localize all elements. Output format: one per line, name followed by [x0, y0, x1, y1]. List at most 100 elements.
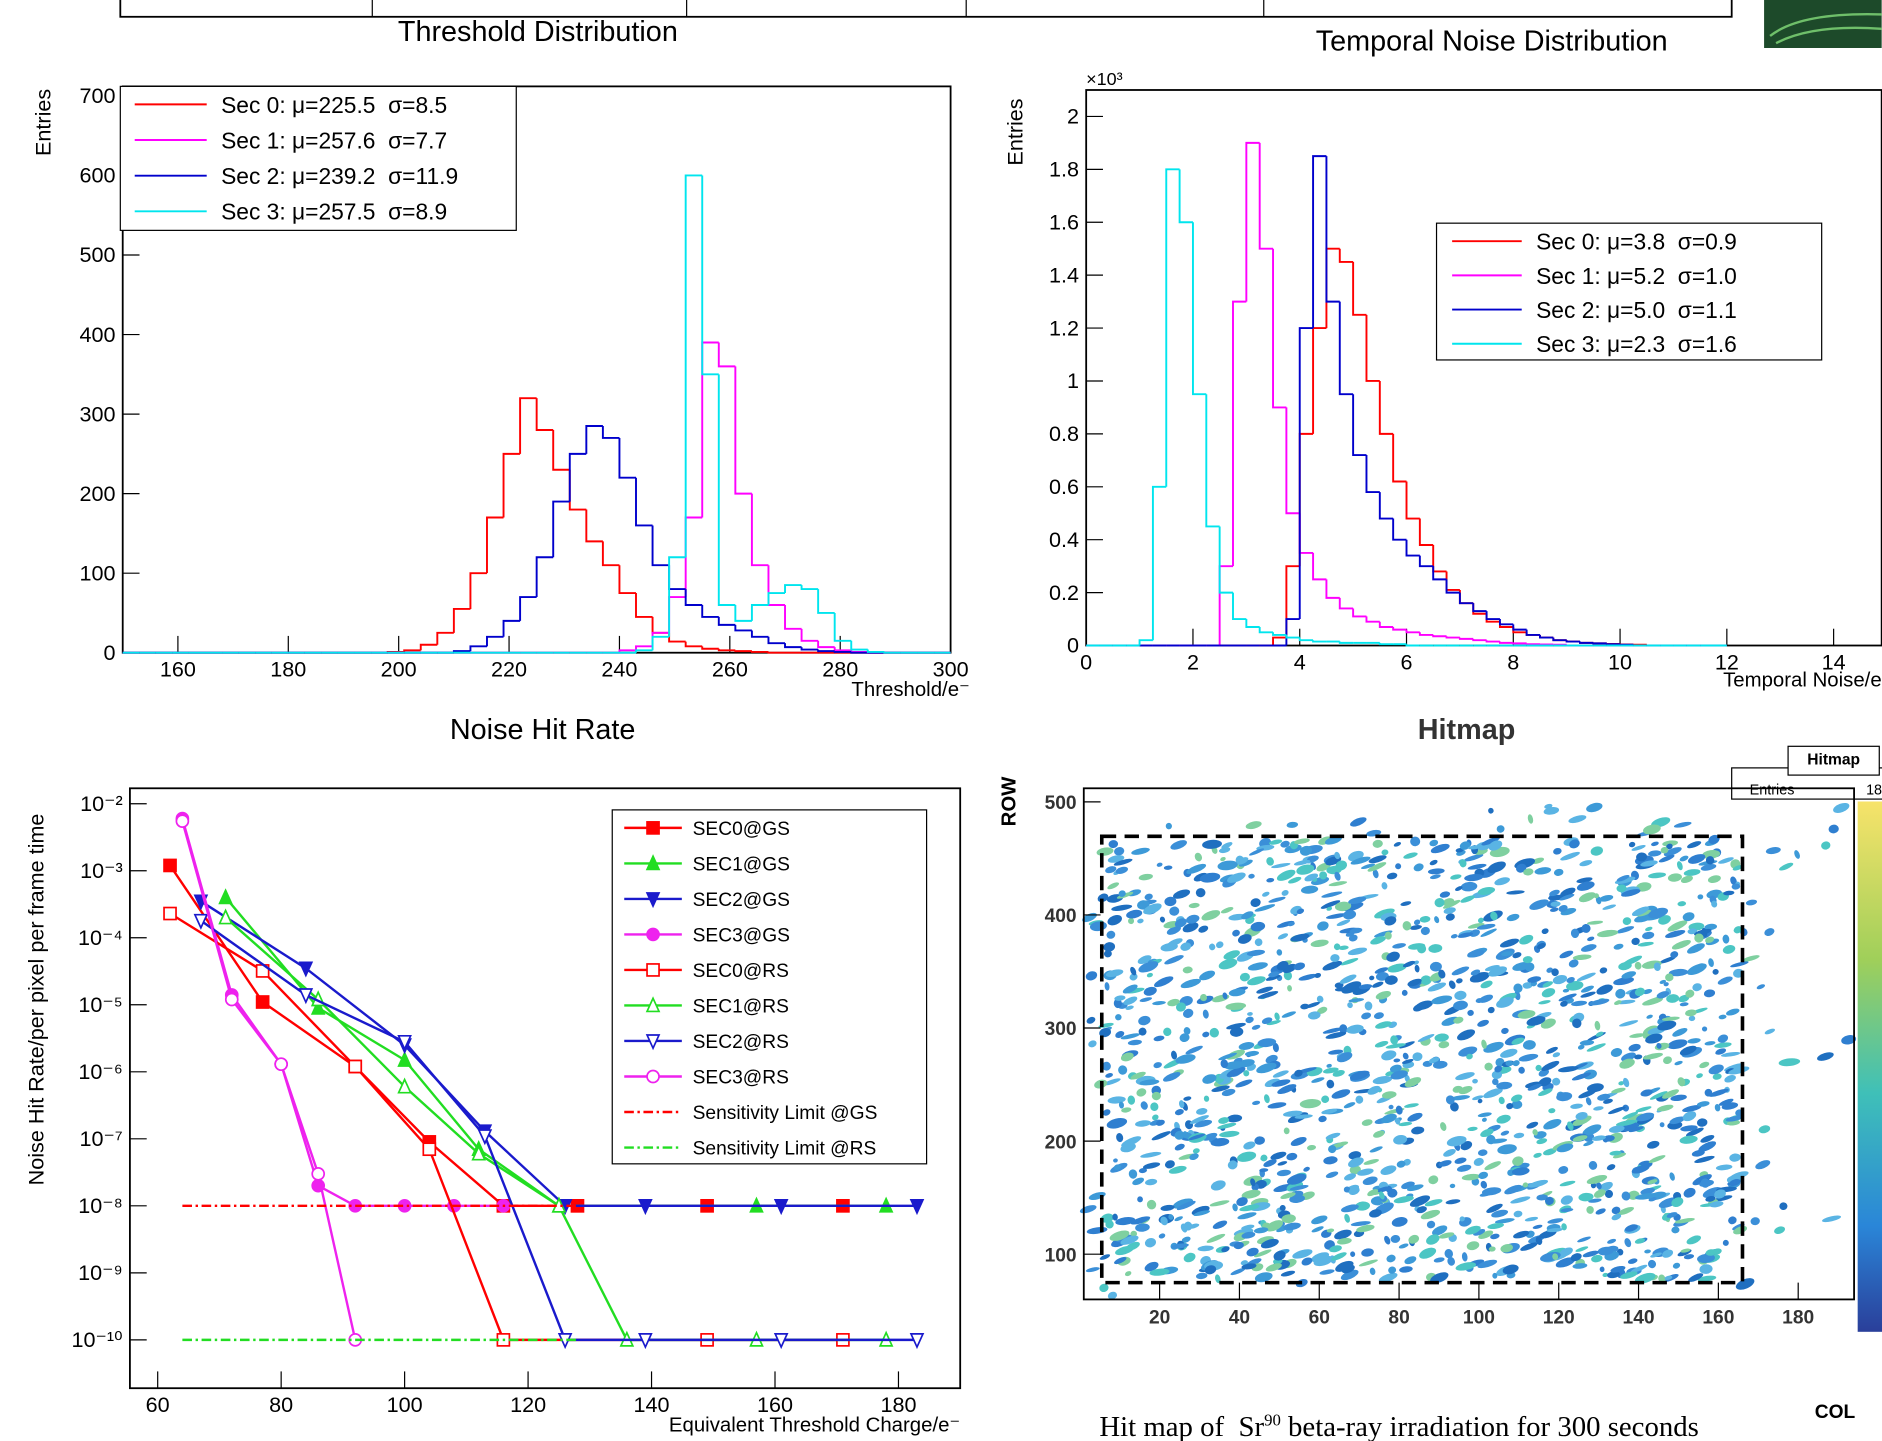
hit-blob [1137, 918, 1144, 924]
hit-blob [1079, 1205, 1097, 1214]
hit-blob [1696, 1073, 1703, 1079]
histogram-bin [1338, 641, 1354, 644]
x-tick-label: 180 [1782, 1307, 1814, 1328]
hit-blob [1667, 873, 1682, 882]
hit-blob [1374, 908, 1395, 919]
hit-blob [1261, 1017, 1273, 1025]
hit-blob [1348, 1151, 1362, 1160]
histogram-bin [635, 649, 653, 653]
hit-blob [1659, 956, 1676, 964]
hit-blob [1635, 1193, 1656, 1200]
hit-blob [1634, 1238, 1646, 1244]
hit-blob [1631, 906, 1650, 917]
hit-blob [1202, 1074, 1217, 1084]
hit-blob [1628, 1126, 1644, 1133]
hit-blob [1553, 868, 1564, 876]
hit-blob [1496, 1081, 1513, 1090]
hit-blob [1361, 1012, 1372, 1020]
hit-blob [1745, 899, 1758, 906]
hit-blob [1372, 869, 1379, 879]
hit-blob [1395, 1117, 1401, 1125]
hit-blob [1265, 1220, 1284, 1232]
hit-blob [1663, 1056, 1672, 1064]
hit-blob [1614, 1000, 1622, 1005]
histogram-bin [1392, 626, 1407, 631]
stats-title: Hitmap [1807, 751, 1860, 768]
hit-blob [1587, 920, 1604, 925]
hit-blob [1123, 996, 1138, 1006]
hit-blob [1326, 1063, 1332, 1068]
hit-blob [1369, 1146, 1383, 1153]
histogram-bin [817, 640, 835, 649]
hit-blob [1758, 1125, 1771, 1134]
hit-blob [1730, 961, 1749, 968]
hit-blob [1221, 1246, 1230, 1253]
hit-blob [1477, 1098, 1483, 1104]
hit-blob [1481, 1187, 1502, 1196]
legend-label: Sec 2: μ=239.2 σ=11.9 [221, 163, 458, 189]
hit-blob [1666, 994, 1680, 1003]
hit-blob [1223, 950, 1240, 960]
hit-blob [1699, 1061, 1710, 1069]
hit-blob [1597, 1246, 1614, 1256]
hit-blob [1551, 968, 1559, 977]
hit-blob [1513, 1210, 1523, 1218]
color-bar [1857, 801, 1882, 1332]
hit-blob [1386, 951, 1400, 962]
hit-blob [1448, 980, 1456, 989]
hit-blob [1455, 1072, 1475, 1081]
stats-label: Entries [1750, 782, 1795, 798]
hit-blob [1443, 1149, 1456, 1157]
hit-blob [1226, 1066, 1246, 1078]
hit-blob [1708, 834, 1720, 844]
hit-blob [1619, 1020, 1639, 1027]
hit-blob [1393, 1195, 1414, 1204]
hit-blob [1582, 1250, 1599, 1258]
hit-blob [1434, 898, 1445, 908]
y-axis-label: Entries [1003, 98, 1028, 165]
hit-blob [1616, 884, 1627, 893]
hit-blob [1132, 1177, 1145, 1186]
histogram-bin [1325, 156, 1340, 303]
hit-blob [1107, 1291, 1118, 1300]
hit-blob [1355, 1201, 1371, 1211]
hit-blob [1420, 926, 1430, 936]
hit-blob [1174, 1143, 1185, 1151]
hit-blob [1334, 1229, 1352, 1240]
histogram-bin [750, 604, 769, 621]
hit-blob [1586, 1205, 1594, 1214]
hit-blob [1209, 943, 1216, 951]
hit-blob [1138, 873, 1153, 881]
hit-blob [1179, 1033, 1190, 1043]
hit-blob [1484, 1062, 1493, 1071]
hit-blob [1428, 944, 1443, 953]
hit-blob [1343, 1102, 1356, 1109]
histogram-bin [1338, 597, 1354, 610]
histogram-bin [701, 646, 719, 650]
hit-blob [1622, 1111, 1639, 1120]
histogram-bin [684, 516, 703, 598]
hit-blob [1571, 1072, 1592, 1081]
hit-blob [1241, 1189, 1261, 1199]
hit-blob [1591, 1254, 1603, 1263]
hit-blob [1538, 1088, 1553, 1097]
hit-blob [1195, 888, 1206, 898]
hit-blob [1270, 1151, 1287, 1160]
x-tick-label: 280 [822, 657, 858, 682]
hit-blob [1534, 867, 1552, 875]
hit-blob [1473, 1157, 1484, 1166]
histogram-bin [866, 649, 885, 653]
hit-blob [1642, 997, 1663, 1006]
hit-blob [1164, 955, 1184, 965]
hit-blob [1136, 1088, 1147, 1097]
hit-blob [1570, 928, 1580, 939]
hit-blob [1113, 998, 1122, 1009]
hit-blob [1343, 1186, 1351, 1193]
hit-blob [1245, 821, 1262, 830]
hit-blob [1144, 893, 1153, 901]
hit-blob [1731, 883, 1741, 890]
hit-blob [1126, 1241, 1140, 1251]
x-tick-label: 2 [1187, 650, 1199, 675]
hit-blob [1662, 1249, 1674, 1258]
hit-blob [1420, 1209, 1441, 1220]
